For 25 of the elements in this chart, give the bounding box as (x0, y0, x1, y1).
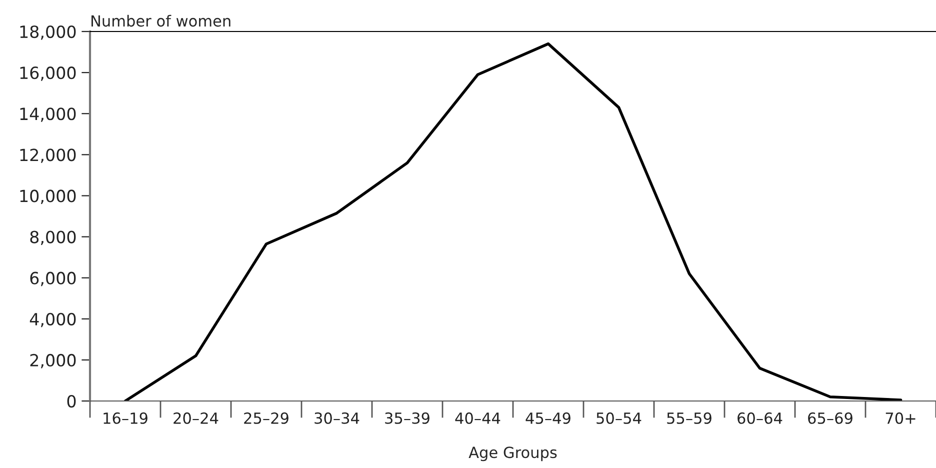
x-tick-label: 60–64 (738, 412, 782, 424)
y-tick-label: 0 (67, 394, 76, 408)
x-tick-label: 65–69 (808, 412, 852, 424)
x-tick-label: 70+ (886, 412, 916, 424)
y-tick-label: 2,000 (30, 354, 76, 368)
x-tick-label: 35–39 (385, 412, 430, 424)
x-axis-title: Age Groups (468, 446, 557, 462)
y-tick-label: 14,000 (20, 108, 76, 122)
y-tick-label: 18,000 (20, 25, 76, 40)
y-tick-label: 10,000 (20, 190, 76, 204)
y-axis-title: Number of women (92, 14, 230, 27)
x-tick-label: 45–49 (526, 412, 570, 424)
y-tick-label: 4,000 (30, 312, 76, 328)
y-tick-label: 6,000 (30, 272, 76, 286)
x-tick-label: 40–44 (455, 412, 500, 424)
y-tick-label: 8,000 (30, 230, 76, 246)
x-tick-label: 50–54 (596, 412, 642, 424)
x-tick-label: 25–29 (244, 412, 288, 424)
x-tick-label: 16–19 (104, 412, 148, 424)
line-series (124, 42, 902, 401)
y-tick-label: 16,000 (20, 66, 76, 81)
x-tick-label: 20–24 (174, 412, 218, 424)
x-tick-label: 55–59 (667, 412, 712, 424)
x-tick-label: 30–34 (314, 412, 360, 424)
y-tick-label: 12,000 (20, 148, 76, 163)
